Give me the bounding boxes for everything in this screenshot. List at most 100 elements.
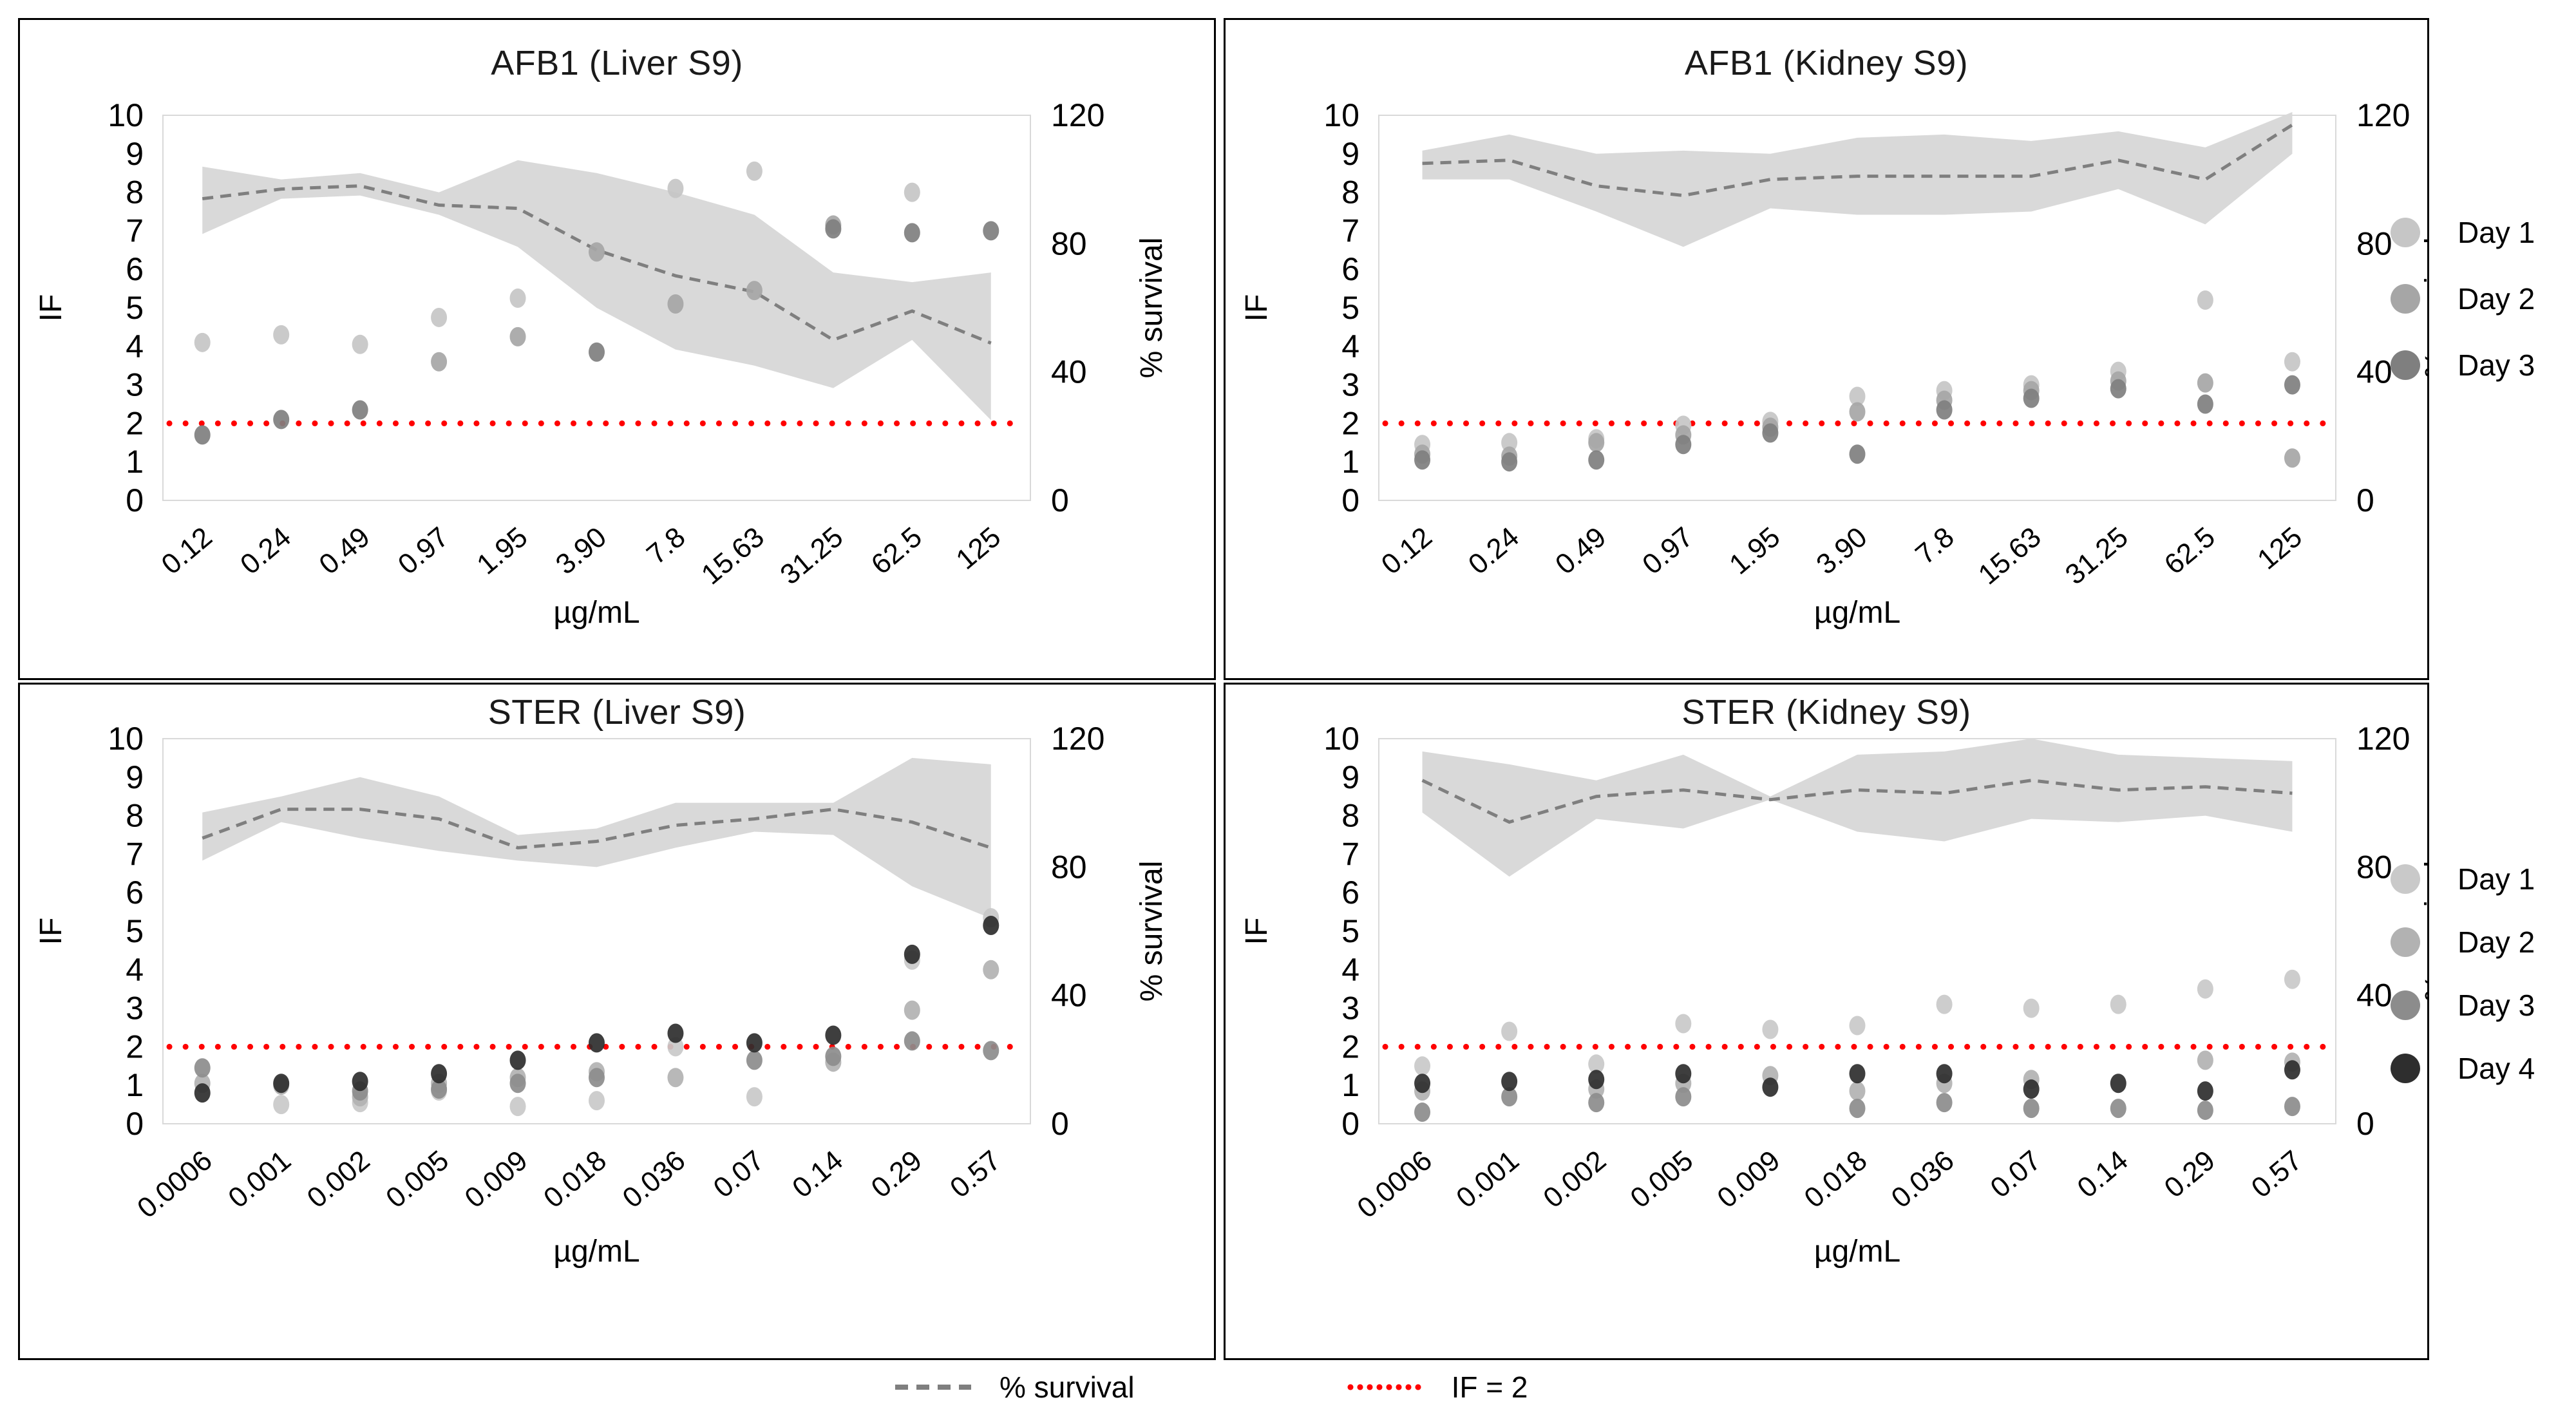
scatter-point-day-3 — [2110, 1099, 2126, 1119]
scatter-point-day-3 — [1675, 1087, 1692, 1107]
scatter-point-day-1 — [667, 178, 684, 198]
scatter-point-day-4 — [904, 944, 920, 964]
x-axis-title: µg/mL — [553, 596, 639, 630]
scatter-point-day-2 — [2197, 373, 2213, 393]
scatter-point-day-3 — [2197, 1101, 2213, 1121]
legend-item-day-1: Day 1 — [2391, 216, 2535, 249]
scatter-point-day-3 — [904, 223, 920, 243]
x-axis-title: µg/mL — [1814, 1235, 1900, 1269]
scatter-point-day-3 — [1936, 400, 1953, 420]
y-left-tick-label: 0 — [126, 1106, 144, 1142]
scatter-point-day-2 — [1849, 402, 1866, 422]
scatter-point-day-2 — [2284, 448, 2300, 468]
scatter-point-day-1 — [1849, 386, 1866, 406]
legend-item-label: Day 1 — [2458, 862, 2535, 896]
scatter-point-day-3 — [431, 1079, 448, 1099]
y-right-tick-label: 0 — [1051, 1106, 1069, 1142]
y-left-tick-label: 6 — [126, 875, 144, 911]
scatter-point-day-1 — [509, 289, 526, 308]
x-tick-label: 0.018 — [538, 1144, 612, 1214]
legend-days-bottom-row: Day 1 Day 2 Day 3 Day 4 — [2391, 862, 2535, 1117]
x-tick-label: 0.12 — [1376, 521, 1438, 581]
x-tick-label: 0.97 — [392, 521, 455, 581]
y-axis-title-right: % survival — [1135, 238, 1169, 379]
plot-border — [162, 738, 1031, 1124]
scatter-point-day-1 — [1501, 1021, 1518, 1041]
y-right-tick-label: 80 — [2356, 849, 2392, 885]
y-left-tick-label: 8 — [126, 175, 144, 211]
scatter-point-day-2 — [746, 281, 762, 301]
legend-dot-icon — [2391, 927, 2420, 957]
scatter-point-day-3 — [1588, 450, 1605, 470]
scatter-point-day-3 — [1936, 1093, 1953, 1113]
scatter-point-day-1 — [2197, 979, 2213, 999]
y-left-tick-label: 10 — [108, 721, 144, 757]
legend-dot-icon — [2391, 864, 2420, 894]
y-left-tick-label: 8 — [1341, 175, 1359, 211]
x-tick-label: 0.49 — [1549, 521, 1612, 581]
x-tick-label: 0.018 — [1799, 1144, 1873, 1214]
scatter-point-day-3 — [1501, 452, 1518, 472]
legend-days-top-row: Day 1 Day 2 Day 3 — [2391, 216, 2535, 417]
x-tick-label: 0.57 — [944, 1144, 1007, 1204]
y-left-tick-label: 9 — [1341, 136, 1359, 172]
scatter-point-day-4 — [667, 1023, 684, 1043]
x-tick-label: 0.49 — [313, 521, 375, 581]
y-right-tick-label: 120 — [2356, 721, 2410, 757]
survival-mean-line — [1421, 779, 2293, 824]
x-tick-label: 0.009 — [1711, 1144, 1786, 1214]
scatter-point-day-3 — [983, 221, 999, 241]
scatter-point-day-1 — [2284, 969, 2300, 989]
x-tick-label: 0.001 — [222, 1144, 297, 1214]
scatter-point-day-3 — [589, 342, 605, 362]
scatter-point-day-1 — [1675, 1014, 1692, 1034]
scatter-point-day-2 — [904, 1000, 920, 1020]
scatter-point-day-4 — [825, 1025, 842, 1045]
y-left-tick-label: 8 — [126, 798, 144, 834]
panel-ster-liver: 0 1 2 3 4 5 6 7 8 9 10 0 40 80 120 0.0006 0.001 0.002 0.00… — [18, 683, 1216, 1360]
legend-item-day-3: Day 3 — [2391, 989, 2535, 1022]
scatter-point-day-4 — [194, 1083, 211, 1103]
survival-legend-label: % survival — [999, 1370, 1135, 1404]
y-axis-title-left: IF — [1240, 918, 1274, 945]
panel-afb1-liver: 0 1 2 3 4 5 6 7 8 9 10 0 40 80 120 0.12 0.24 0.49 0.97 1.95… — [18, 18, 1216, 680]
scatter-point-day-1 — [509, 1097, 526, 1117]
x-tick-label: 0.07 — [1985, 1144, 2047, 1204]
scatter-point-day-1 — [2197, 290, 2213, 310]
x-tick-label: 0.036 — [1886, 1144, 1960, 1214]
x-axis-title: µg/mL — [1814, 596, 1900, 630]
x-tick-label: 125 — [2251, 521, 2308, 576]
scatter-point-day-2 — [667, 294, 684, 314]
y-left-tick-label: 9 — [126, 759, 144, 795]
legend-item-day-2: Day 2 — [2391, 282, 2535, 316]
legend-dot-icon — [2391, 1054, 2420, 1083]
y-axis-title-left: IF — [1240, 294, 1274, 322]
scatter-point-day-1 — [1936, 994, 1953, 1014]
plot-border — [1378, 115, 2336, 501]
scatter-point-day-3 — [1849, 1099, 1866, 1119]
y-left-tick-label: 3 — [126, 990, 144, 1027]
y-axis-title-right: % survival — [2420, 238, 2427, 379]
scatter-point-day-4 — [2284, 1060, 2300, 1080]
legend-dot-icon — [2391, 284, 2420, 314]
x-tick-label: 7.8 — [641, 521, 691, 571]
x-tick-label: 0.001 — [1450, 1144, 1525, 1214]
scatter-point-day-3 — [2284, 1097, 2300, 1117]
legend-dot-icon — [2391, 218, 2420, 247]
y-left-tick-label: 7 — [1341, 213, 1359, 249]
scatter-point-day-3 — [2023, 388, 2040, 408]
y-right-tick-label: 40 — [1051, 978, 1087, 1014]
y-left-tick-label: 1 — [1341, 1067, 1359, 1103]
y-left-tick-label: 0 — [1341, 482, 1359, 518]
legend-item-label: Day 2 — [2458, 282, 2535, 316]
survival-band — [1422, 112, 2293, 247]
scatter-point-day-1 — [431, 307, 448, 327]
survival-mean-line — [202, 184, 992, 345]
y-axis-title-left: IF — [34, 294, 68, 322]
panel-title-ster-kidney: STER (Kidney S9) — [1681, 693, 1971, 732]
survival-band — [202, 160, 991, 421]
y-right-tick-label: 40 — [2356, 978, 2392, 1014]
